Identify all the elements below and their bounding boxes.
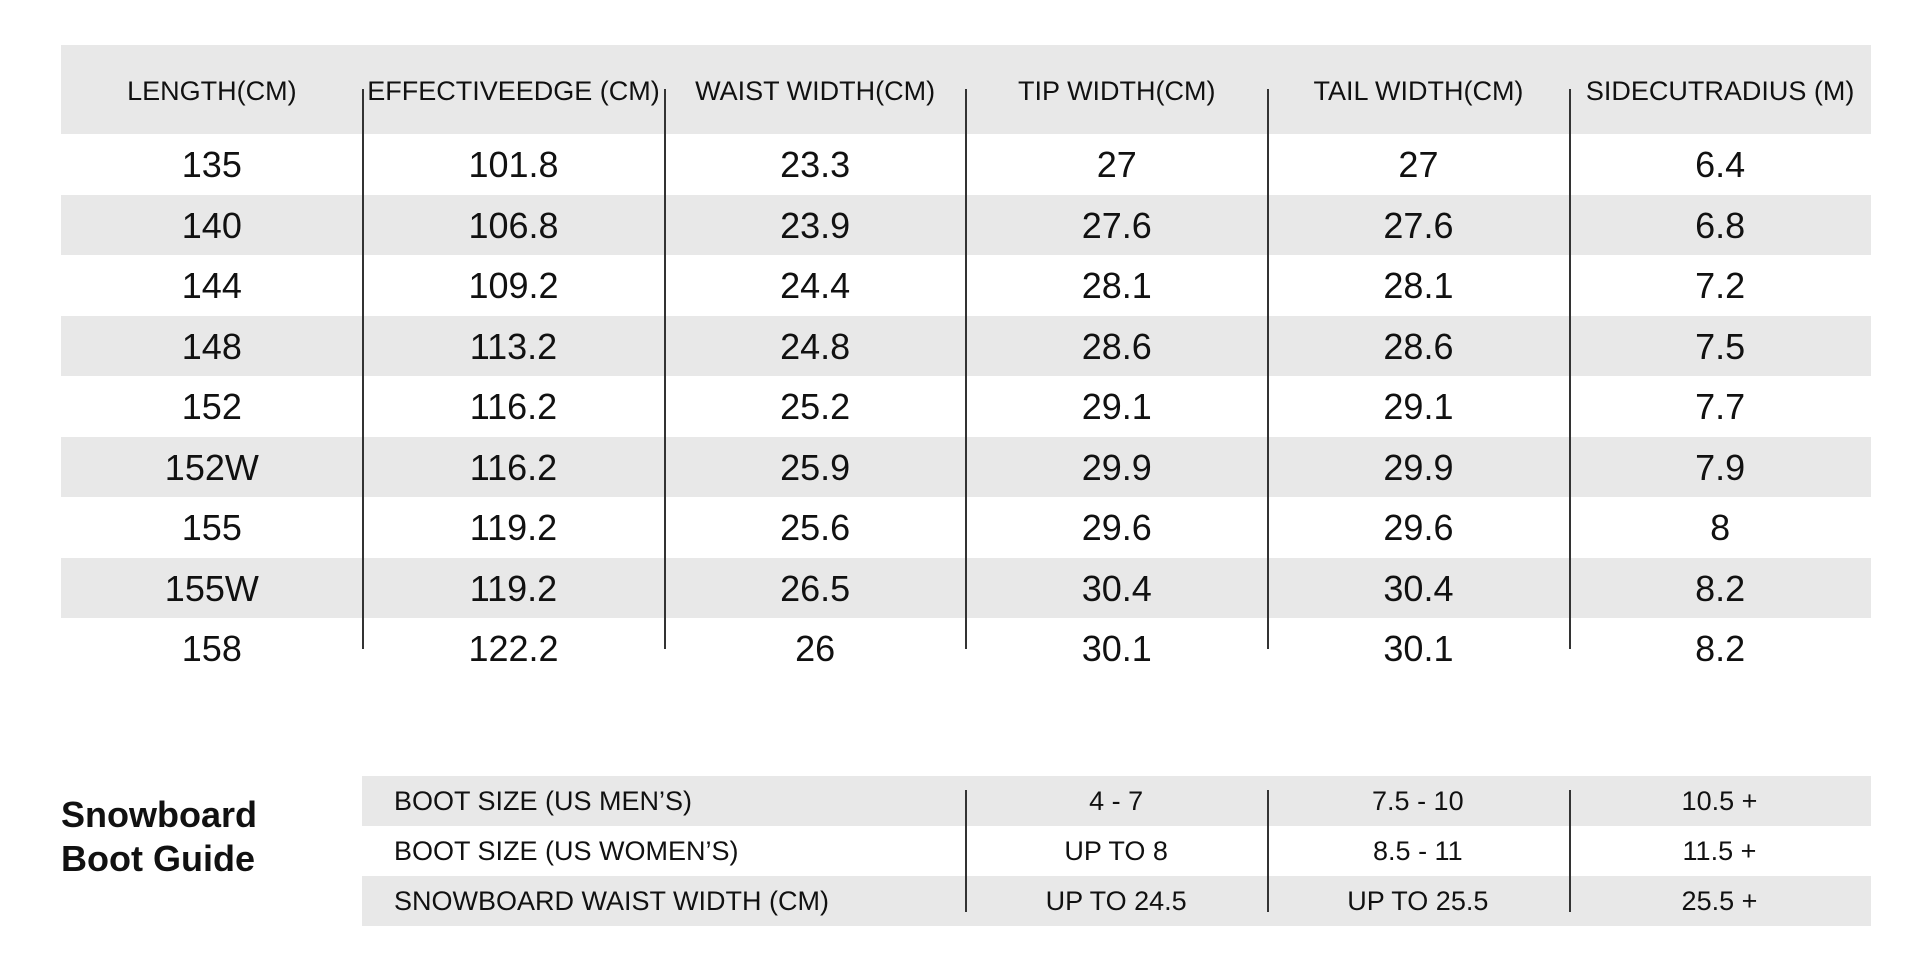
boot-column-divider [965,790,967,912]
boot-cell-small: UP TO 8 [1064,835,1168,866]
boot-cell-medium: 8.5 - 11 [1373,835,1463,866]
header-tail-width: TAIL WIDTH (CM) [1313,75,1524,106]
header-effective-edge: EFFECTIVE EDGE (CM) [367,75,660,106]
boot-cell-large: 25.5 + [1681,885,1758,916]
cell-tail-width: 29.6 [1383,507,1454,549]
cell-tip-width: 30.1 [1081,628,1152,670]
cell-waist-width: 25.2 [780,386,851,428]
cell-tail-width: 29.9 [1383,446,1454,488]
cell-waist-width: 25.9 [780,446,851,488]
cell-sidecut-radius: 7.9 [1695,446,1746,488]
cell-effective-edge: 119.2 [469,567,558,609]
table-row: 152 116.2 25.2 29.1 29.1 7.7 [61,376,1871,437]
header-waist-width: WAIST WIDTH (CM) [695,75,936,106]
table-row: 135 101.8 23.3 27 27 6.4 [61,134,1871,195]
table-row: 155 119.2 25.6 29.6 29.6 8 [61,497,1871,558]
cell-sidecut-radius: 6.4 [1695,144,1746,186]
cell-waist-width: 25.6 [780,507,851,549]
boot-row-mens: BOOT SIZE (US MEN’S) 4 - 7 7.5 - 10 10.5… [362,776,1871,826]
boot-row-label: SNOWBOARD WAIST WIDTH (CM) [394,885,829,916]
cell-length: 144 [181,265,242,307]
cell-sidecut-radius: 7.2 [1695,265,1746,307]
cell-tail-width: 27 [1398,144,1439,186]
cell-length: 158 [181,628,242,670]
cell-sidecut-radius: 8.2 [1695,628,1746,670]
cell-effective-edge: 106.8 [468,204,559,246]
cell-sidecut-radius: 8.2 [1695,567,1746,609]
cell-length: 148 [181,325,242,367]
cell-sidecut-radius: 7.5 [1695,325,1746,367]
cell-tip-width: 29.9 [1081,446,1152,488]
cell-length: 152W [164,446,259,488]
cell-length: 140 [181,204,242,246]
column-divider [1569,89,1571,649]
cell-tail-width: 30.4 [1383,567,1454,609]
cell-tip-width: 30.4 [1081,567,1152,609]
boot-row-label: BOOT SIZE (US WOMEN’S) [394,835,739,866]
cell-effective-edge: 122.2 [468,628,559,670]
column-divider [664,89,666,649]
cell-tip-width: 27 [1096,144,1137,186]
cell-waist-width: 26.5 [780,567,851,609]
boot-column-divider [1267,790,1269,912]
boot-cell-large: 10.5 + [1681,785,1758,816]
boot-guide-title: Snowboard Boot Guide [61,794,257,879]
cell-tip-width: 29.1 [1081,386,1152,428]
cell-sidecut-radius: 6.8 [1695,204,1746,246]
boot-cell-small: 4 - 7 [1089,785,1144,816]
cell-waist-width: 23.3 [780,144,851,186]
cell-length: 135 [181,144,242,186]
boot-cell-medium: UP TO 25.5 [1347,885,1489,916]
cell-effective-edge: 109.2 [468,265,559,307]
column-divider [362,89,364,649]
cell-effective-edge: 116.2 [469,446,558,488]
cell-effective-edge: 113.2 [469,325,558,367]
cell-sidecut-radius: 7.7 [1695,386,1746,428]
boot-row-womens: BOOT SIZE (US WOMEN’S) UP TO 8 8.5 - 11 … [362,826,1871,876]
boot-column-divider [1569,790,1571,912]
boot-guide-table: BOOT SIZE (US MEN’S) 4 - 7 7.5 - 10 10.5… [362,776,1871,926]
cell-tail-width: 28.6 [1383,325,1454,367]
cell-tail-width: 27.6 [1383,204,1454,246]
cell-effective-edge: 101.8 [468,144,559,186]
column-divider [1267,89,1269,649]
cell-tip-width: 28.1 [1081,265,1152,307]
cell-tip-width: 27.6 [1081,204,1152,246]
cell-tail-width: 30.1 [1383,628,1454,670]
cell-length: 152 [181,386,242,428]
cell-waist-width: 24.4 [780,265,851,307]
cell-tip-width: 29.6 [1081,507,1152,549]
header-tip-width: TIP WIDTH (CM) [1018,75,1216,106]
boot-cell-large: 11.5 + [1682,835,1757,866]
cell-sidecut-radius: 8 [1710,507,1731,549]
header-length: LENGTH (CM) [127,75,297,106]
column-divider [965,89,967,649]
header-sidecut-radius: SIDECUT RADIUS (M) [1585,75,1855,106]
boot-cell-small: UP TO 24.5 [1045,885,1187,916]
cell-waist-width: 26 [795,628,836,670]
cell-effective-edge: 119.2 [469,507,558,549]
cell-tip-width: 28.6 [1081,325,1152,367]
table-row: 158 122.2 26 30.1 30.1 8.2 [61,618,1871,679]
cell-tail-width: 29.1 [1383,386,1454,428]
cell-tail-width: 28.1 [1383,265,1454,307]
cell-waist-width: 23.9 [780,204,851,246]
cell-length: 155W [164,567,259,609]
boot-row-label: BOOT SIZE (US MEN’S) [394,785,693,816]
boot-cell-medium: 7.5 - 10 [1372,785,1464,816]
cell-effective-edge: 116.2 [469,386,558,428]
boot-row-waist-width: SNOWBOARD WAIST WIDTH (CM) UP TO 24.5 UP… [362,876,1871,926]
cell-waist-width: 24.8 [780,325,851,367]
table-row: 144 109.2 24.4 28.1 28.1 7.2 [61,255,1871,316]
cell-length: 155 [181,507,242,549]
